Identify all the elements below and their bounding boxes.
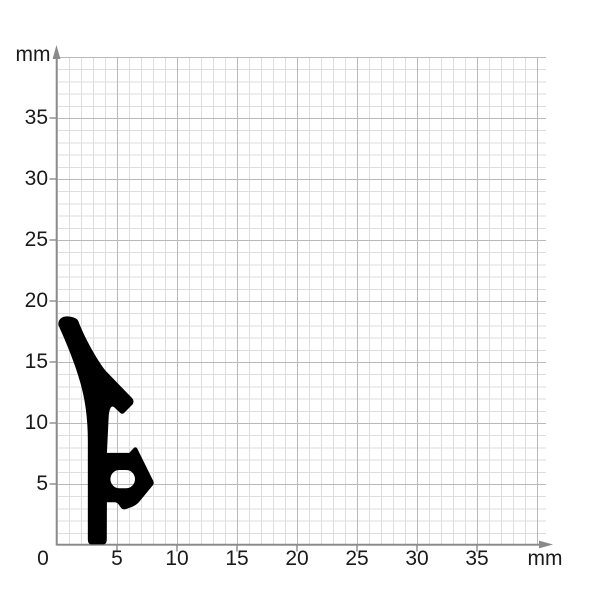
y-tick-label-30: 30 <box>24 167 48 190</box>
x-tick-label-30: 30 <box>405 547 429 570</box>
x-tick-label-25: 25 <box>345 547 369 570</box>
x-tick-label-15: 15 <box>225 547 249 570</box>
y-tick-label-5: 5 <box>36 472 48 495</box>
x-tick-label-20: 20 <box>285 547 309 570</box>
y-tick-label-10: 10 <box>24 411 48 434</box>
seal-profile-shape <box>58 316 154 545</box>
x-axis-unit-label: mm <box>527 547 563 570</box>
x-axis <box>56 540 553 549</box>
x-tick-label-35: 35 <box>465 547 489 570</box>
y-axis <box>52 45 61 546</box>
x-tick-label-0: 0 <box>37 547 49 570</box>
x-tick-label-10: 10 <box>165 547 189 570</box>
y-tick-label-25: 25 <box>24 228 48 251</box>
y-axis-arrowhead-icon <box>52 45 61 59</box>
y-tick-label-35: 35 <box>24 106 48 129</box>
y-axis-unit-label: mm <box>15 43 51 66</box>
axis-tick-marks <box>49 117 478 552</box>
x-axis-arrowhead-icon <box>539 540 553 549</box>
y-tick-label-20: 20 <box>24 289 48 312</box>
y-tick-label-15: 15 <box>24 350 48 373</box>
x-tick-label-5: 5 <box>111 547 123 570</box>
